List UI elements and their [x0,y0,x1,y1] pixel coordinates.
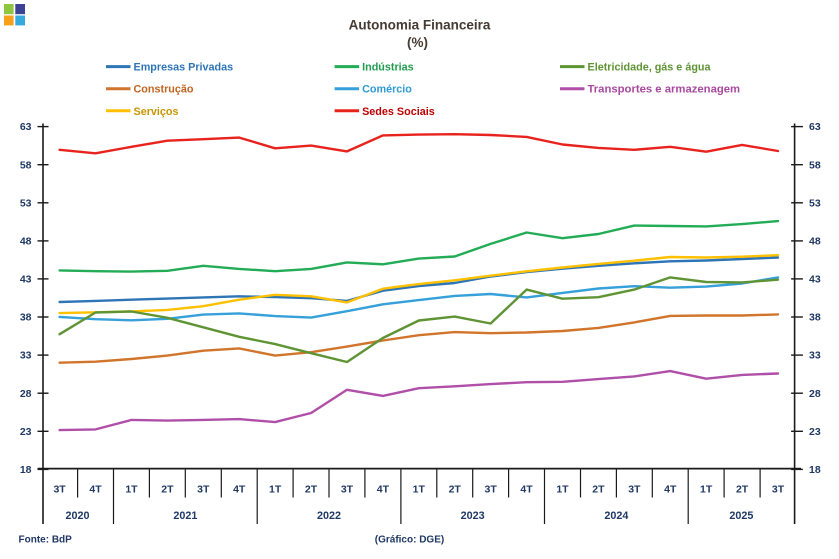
svg-text:2022: 2022 [317,510,341,522]
svg-text:2020: 2020 [66,510,90,522]
svg-text:Serviços: Serviços [134,106,179,118]
svg-text:1T: 1T [413,484,426,496]
svg-text:3T: 3T [772,484,785,496]
svg-text:3T: 3T [485,484,498,496]
svg-text:2T: 2T [161,484,174,496]
svg-text:Autonomia Financeira: Autonomia Financeira [349,17,491,32]
svg-text:2025: 2025 [729,510,753,522]
svg-text:4T: 4T [89,484,102,496]
svg-text:63: 63 [809,121,821,133]
svg-text:3T: 3T [197,484,210,496]
svg-text:2021: 2021 [173,510,197,522]
svg-text:48: 48 [20,235,32,247]
svg-text:Construção: Construção [134,84,194,96]
svg-text:58: 58 [20,159,32,171]
svg-text:53: 53 [20,197,32,209]
svg-text:2T: 2T [305,484,318,496]
svg-text:4T: 4T [520,484,533,496]
svg-text:(%): (%) [407,35,428,50]
svg-text:43: 43 [20,274,32,286]
svg-text:Sedes Sociais: Sedes Sociais [362,106,435,118]
svg-text:4T: 4T [233,484,246,496]
svg-text:1T: 1T [556,484,569,496]
svg-text:Indústrias: Indústrias [362,62,414,74]
svg-text:2T: 2T [449,484,462,496]
svg-text:Transportes e armazenagem: Transportes e armazenagem [588,84,741,96]
svg-text:4T: 4T [664,484,677,496]
svg-text:23: 23 [20,426,32,438]
svg-text:2T: 2T [736,484,749,496]
svg-text:Comércio: Comércio [362,84,412,96]
svg-text:48: 48 [809,235,821,247]
svg-text:Empresas Privadas: Empresas Privadas [134,62,234,74]
svg-text:2023: 2023 [461,510,485,522]
svg-text:3T: 3T [341,484,354,496]
svg-text:63: 63 [20,121,32,133]
svg-text:1T: 1T [269,484,282,496]
svg-text:53: 53 [809,197,821,209]
svg-text:38: 38 [20,312,32,324]
svg-text:1T: 1T [125,484,138,496]
svg-text:18: 18 [20,464,32,476]
svg-text:1T: 1T [700,484,713,496]
svg-text:23: 23 [809,426,821,438]
svg-text:18: 18 [809,464,821,476]
svg-text:43: 43 [809,274,821,286]
svg-text:4T: 4T [377,484,390,496]
svg-text:33: 33 [20,350,32,362]
svg-text:2T: 2T [592,484,605,496]
svg-text:58: 58 [809,159,821,171]
svg-text:(Gráfico: DGE): (Gráfico: DGE) [375,535,444,546]
svg-text:33: 33 [809,350,821,362]
svg-text:28: 28 [809,388,821,400]
svg-text:Eletricidade, gás e água: Eletricidade, gás e água [588,62,712,74]
svg-text:28: 28 [20,388,32,400]
svg-text:2024: 2024 [604,510,628,522]
svg-text:Fonte: BdP: Fonte: BdP [19,535,73,546]
svg-text:3T: 3T [53,484,66,496]
svg-text:3T: 3T [628,484,641,496]
svg-text:38: 38 [809,312,821,324]
